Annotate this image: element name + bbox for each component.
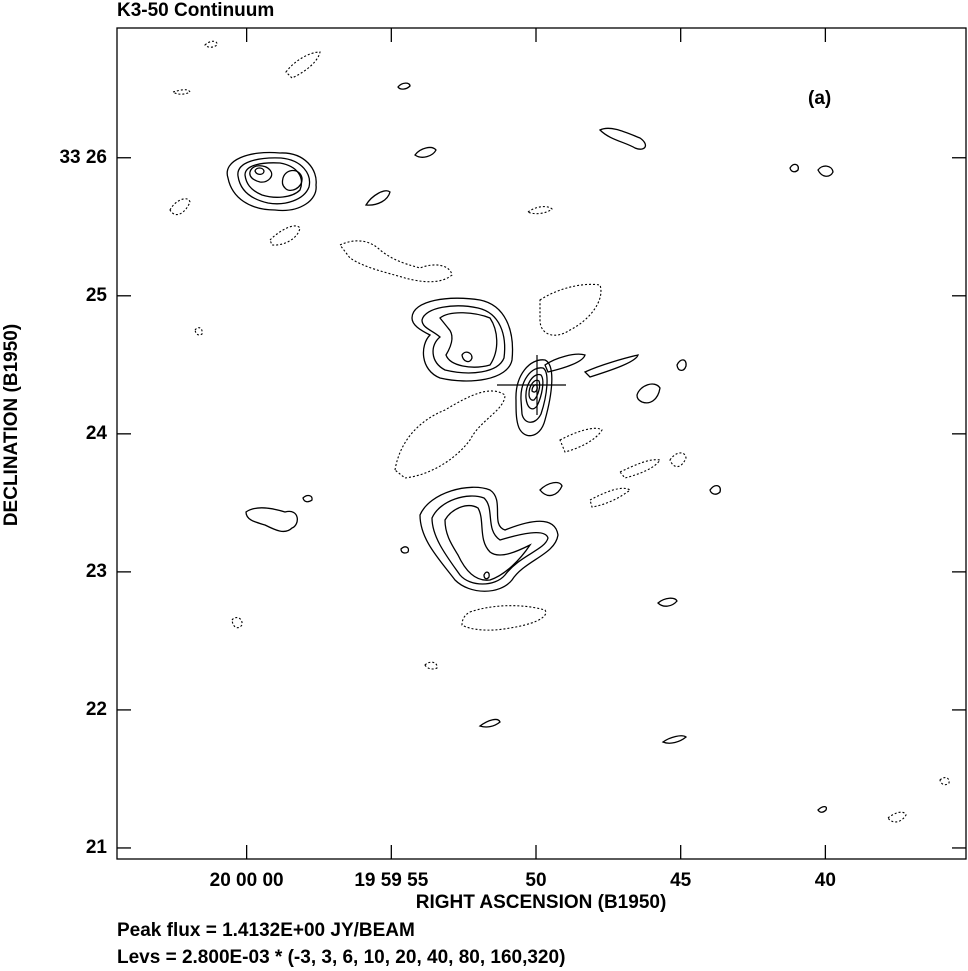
plot-frame xyxy=(116,27,967,860)
chart-title: K3-50 Continuum xyxy=(117,0,274,21)
x-tick-label: 40 xyxy=(815,870,836,891)
position-cross xyxy=(497,355,566,415)
y-tick-label: 21 xyxy=(86,837,108,858)
panel-label: (a) xyxy=(808,88,831,109)
y-tick-label: 22 xyxy=(86,699,107,720)
x-tick-label: 50 xyxy=(525,870,546,891)
x-tick-label: 20 00 00 xyxy=(210,870,284,891)
y-tick-label: 23 xyxy=(86,561,107,582)
x-tick-label: 19 59 55 xyxy=(354,870,428,891)
y-axis-label: DECLINATION (B1950) xyxy=(1,324,22,526)
x-axis-label: RIGHT ASCENSION (B1950) xyxy=(416,892,667,913)
x-tick-label: 45 xyxy=(670,870,692,891)
contours xyxy=(169,40,950,823)
y-tick-label: 25 xyxy=(86,285,108,306)
y-tick-label: 33 26 xyxy=(59,147,107,168)
y-tick-label: 24 xyxy=(86,423,108,444)
levels-note: Levs = 2.800E-03 * (-3, 3, 6, 10, 20, 40… xyxy=(117,947,565,968)
peak-flux-note: Peak flux = 1.4132E+00 JY/BEAM xyxy=(117,920,415,941)
